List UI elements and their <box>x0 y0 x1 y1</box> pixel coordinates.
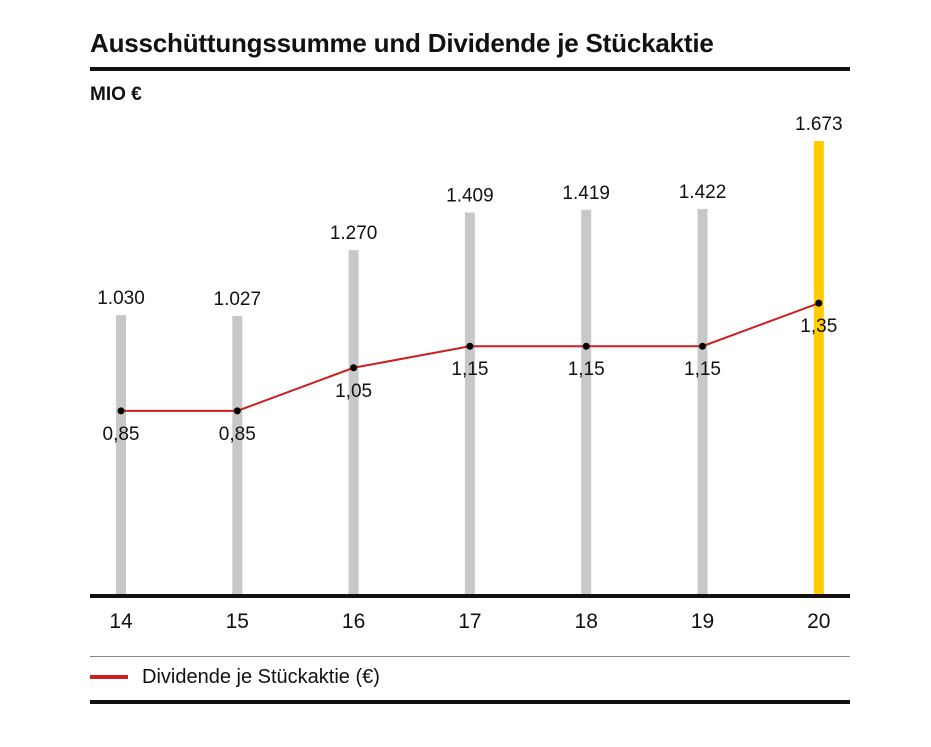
bar-14 <box>116 315 126 594</box>
legend-divider <box>90 656 850 657</box>
x-tick-label-14: 14 <box>109 610 133 633</box>
bar-value-label-20: 1.673 <box>795 114 843 135</box>
x-tick-label-20: 20 <box>807 610 830 633</box>
x-tick-label-18: 18 <box>575 610 598 633</box>
dividend-point-19 <box>699 342 706 350</box>
x-tick-labels: 14 15 16 17 18 19 20 <box>109 610 830 633</box>
bar-16 <box>348 250 359 595</box>
bar-20 <box>813 141 824 594</box>
dividend-point-14 <box>117 407 125 415</box>
bar-18 <box>581 209 592 594</box>
bars-layer <box>116 141 824 595</box>
dividend-label-15: 0,85 <box>219 424 256 445</box>
dividend-label-16: 1,05 <box>335 381 372 402</box>
dividend-label-17: 1,15 <box>451 359 488 380</box>
legend-swatch-line <box>90 675 128 679</box>
bar-19 <box>697 208 708 594</box>
dividend-label-20: 1,35 <box>800 316 837 337</box>
x-tick-label-19: 19 <box>691 610 714 633</box>
bar-value-label-19: 1.422 <box>679 182 727 203</box>
dividend-point-20 <box>815 299 823 307</box>
chart-title: Ausschüttungssumme und Dividende je Stüc… <box>90 28 714 58</box>
x-tick-label-17: 17 <box>458 610 481 633</box>
legend-label: Dividende je Stückaktie (€) <box>142 665 380 688</box>
bar-15 <box>232 315 243 594</box>
dividend-point-16 <box>350 364 358 372</box>
bar-value-label-15: 1.027 <box>214 289 262 310</box>
bar-value-label-16: 1.270 <box>330 223 378 244</box>
dividend-label-18: 1,15 <box>568 359 605 380</box>
top-rule <box>90 67 850 71</box>
unit-label: MIO € <box>90 84 142 105</box>
line-layer <box>117 299 823 415</box>
bar-17 <box>464 212 475 594</box>
bar-value-label-17: 1.409 <box>446 185 494 206</box>
bar-value-label-14: 1.030 <box>97 288 145 309</box>
dividend-label-14: 0,85 <box>103 424 140 445</box>
dividend-label-19: 1,15 <box>684 359 721 380</box>
dividend-point-18 <box>582 342 590 350</box>
labels-layer: 1.030 0,85 1.027 0,85 1.270 1,05 1.409 1,15 1.41… <box>97 114 842 445</box>
bar-value-label-18: 1.419 <box>562 183 610 204</box>
bottom-rule <box>90 700 850 704</box>
dividend-point-15 <box>233 407 241 415</box>
dividend-point-17 <box>466 342 474 350</box>
x-tick-label-15: 15 <box>226 610 249 633</box>
x-tick-label-16: 16 <box>342 610 365 633</box>
legend: Dividende je Stückaktie (€) <box>90 662 380 692</box>
